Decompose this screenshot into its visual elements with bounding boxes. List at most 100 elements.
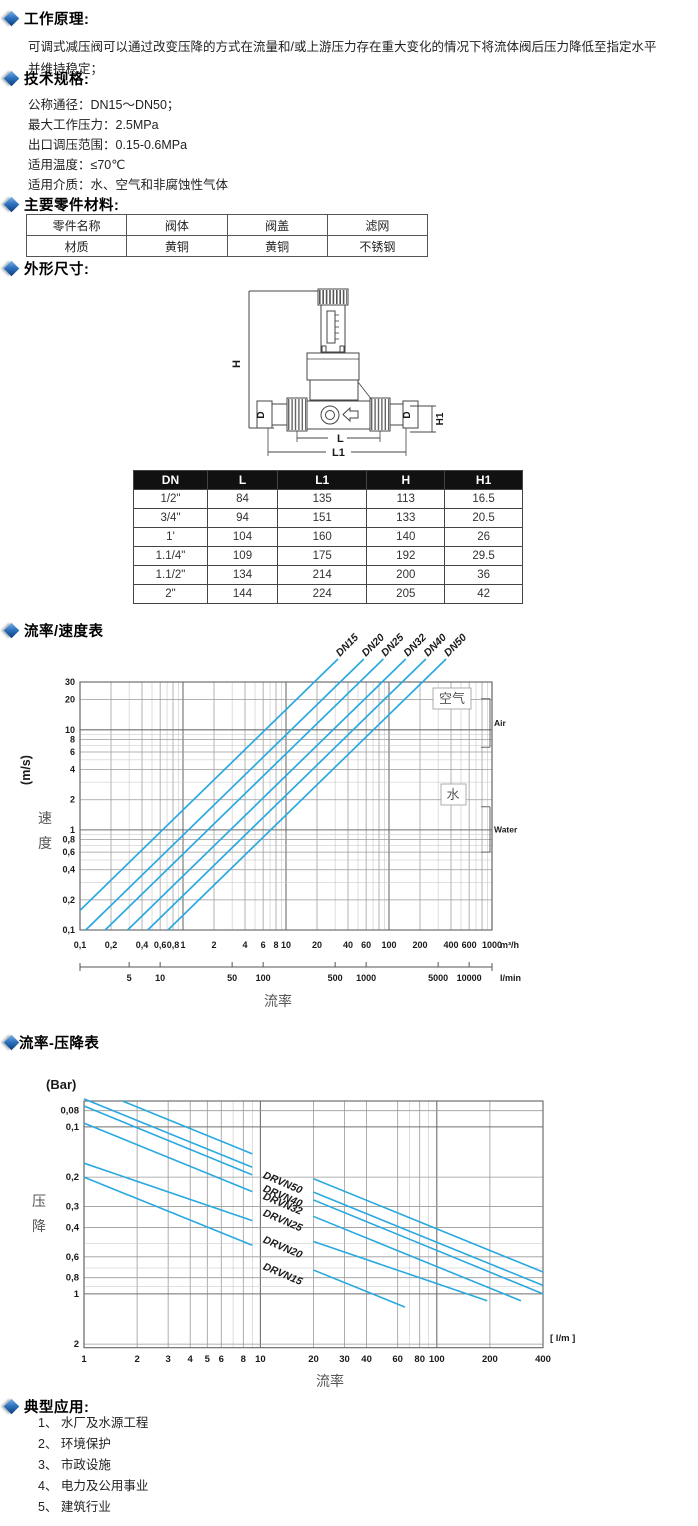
- y-axis-label: 压: [32, 1195, 46, 1210]
- table-cell: 84: [206, 489, 279, 509]
- y-tick-label: 6: [70, 747, 75, 757]
- y-tick-label: 0,4: [66, 1222, 80, 1233]
- table-cell: 42: [444, 584, 523, 604]
- diamond-bullet-icon: [3, 260, 20, 277]
- secondary-tick-label: 10000: [457, 973, 482, 983]
- x-tick-label: 20: [312, 940, 322, 950]
- table-cell: 26: [444, 527, 523, 547]
- list-item: 1、 水厂及水源工程: [38, 1416, 149, 1430]
- x-tick-label: 8: [241, 1354, 246, 1365]
- table-cell: 29.5: [444, 546, 523, 566]
- table-cell: 200: [366, 565, 446, 585]
- x-tick-label: 1: [180, 940, 185, 950]
- table-row: 1.1/2" 134 214 200 36: [133, 565, 523, 585]
- annotation-air-en: Air: [494, 718, 507, 728]
- table-cell: 不锈钢: [326, 235, 429, 257]
- y-tick-label: 0,2: [66, 1172, 79, 1183]
- table-header-cell: H: [366, 470, 446, 490]
- x-tick-label: 0,1: [74, 940, 87, 950]
- principle-line-2: 并维持稳定；: [28, 62, 104, 76]
- annotation-water: 水 Water: [440, 783, 518, 853]
- y-axis-label: 速: [38, 811, 52, 827]
- y-tick-label: 1: [70, 825, 75, 835]
- series-label: DRVN15: [261, 1261, 304, 1288]
- diamond-bullet-icon: [3, 70, 20, 87]
- table-row: 1' 104 160 140 26: [133, 527, 523, 547]
- y-axis-unit: (Bar): [46, 1077, 76, 1092]
- dim-label-l: L: [337, 433, 344, 445]
- table-cell: 134: [206, 565, 279, 585]
- secondary-tick-label: 1000: [356, 973, 376, 983]
- x-tick-label: 600: [462, 940, 477, 950]
- x-tick-label: 0,6: [154, 940, 167, 950]
- dimension-table: DN L L1 H H1 1/2" 84 135 113 16.5 3/4" 94 151 133 20.5…: [133, 470, 523, 604]
- spec-item: 适用温度：≤70℃: [28, 158, 126, 172]
- spec-item: 出口调压范围：0.15-0.6MPa: [28, 138, 188, 152]
- table-header-row: DN L L1 H H1: [133, 470, 523, 490]
- x-tick-label: 100: [381, 940, 396, 950]
- x-tick-label: 40: [361, 1354, 372, 1365]
- secondary-tick-label: 500: [328, 973, 343, 983]
- y-tick-label: 20: [65, 695, 75, 705]
- list-item: 3、 市政设施: [38, 1458, 111, 1472]
- heading-text: 工作原理:: [24, 12, 90, 28]
- table-cell: 黄铜: [126, 235, 228, 257]
- table-row: 材质 黄铜 黄铜 不锈钢: [25, 235, 429, 257]
- table-header-cell: H1: [444, 470, 523, 490]
- x-tick-label: 6: [219, 1354, 224, 1365]
- heading-text: 流率-压降表: [19, 1036, 100, 1052]
- table-cell: 黄铜: [226, 235, 328, 257]
- y-tick-label: 0,6: [62, 847, 75, 857]
- x-tick-label: 200: [482, 1354, 498, 1365]
- y-tick-label: 8: [70, 734, 75, 744]
- y-axis-label: 度: [38, 836, 52, 852]
- x-tick-label: 40: [343, 940, 353, 950]
- secondary-tick-label: 5000: [428, 973, 448, 983]
- y-tick-label: 0,3: [66, 1202, 79, 1213]
- heading-text: 主要零件材料:: [24, 198, 120, 214]
- y-tick-label: 0,1: [62, 925, 75, 935]
- x-tick-label: 100: [429, 1354, 445, 1365]
- list-item: 5、 建筑行业: [38, 1500, 111, 1514]
- y-axis-unit: (m/s): [19, 755, 33, 785]
- series-label: DN50: [442, 632, 470, 660]
- table-cell: 16.5: [444, 489, 523, 509]
- table-row: 1.1/4" 109 175 192 29.5: [133, 546, 523, 566]
- x-tick-label: 10: [255, 1354, 266, 1365]
- y-tick-label: 2: [74, 1339, 79, 1350]
- principle-line-1: 可调式减压阀可以通过改变压降的方式在流量和/或上游压力存在重大变化的情况下将流体…: [28, 40, 657, 54]
- table-header-cell: DN: [133, 470, 208, 490]
- table-row: 2" 144 224 205 42: [133, 584, 523, 604]
- series-DRVN25: DRVN25: [83, 1122, 522, 1302]
- table-cell: 135: [277, 489, 368, 509]
- y-tick-label: 0,08: [61, 1106, 80, 1117]
- annotation-water-en: Water: [494, 824, 518, 834]
- y-tick-label: 1: [74, 1289, 80, 1300]
- spec-item: 适用介质：水、空气和非腐蚀性气体: [28, 178, 229, 192]
- y-tick-label: 0,4: [62, 865, 75, 875]
- x-tick-label: 400: [443, 940, 458, 950]
- table-header-cell: L: [206, 470, 279, 490]
- table-cell: 151: [277, 508, 368, 528]
- table-cell: 175: [277, 546, 368, 566]
- x-tick-label: 0,4: [136, 940, 149, 950]
- table-cell: 144: [206, 584, 279, 604]
- y-tick-label: 2: [70, 795, 75, 805]
- dim-label-d-right: D: [402, 411, 413, 418]
- y-tick-label: 0,8: [66, 1273, 79, 1284]
- y-tick-label: 0,6: [66, 1252, 79, 1263]
- table-cell: 214: [277, 565, 368, 585]
- x-tick-label: 30: [339, 1354, 350, 1365]
- series-label: DN15: [334, 632, 362, 660]
- table-cell: 104: [206, 527, 279, 547]
- spec-item: 公称通径：DN15～DN50；: [28, 98, 180, 112]
- table-cell: 109: [206, 546, 279, 566]
- x-tick-label: 8: [274, 940, 279, 950]
- y-tick-label: 0,1: [66, 1122, 80, 1133]
- diamond-bullet-icon: [3, 10, 20, 27]
- secondary-tick-label: 50: [227, 973, 237, 983]
- series-DN25: DN25: [104, 632, 407, 931]
- dim-label-d-left: D: [256, 411, 267, 418]
- x-tick-label: 4: [243, 940, 248, 950]
